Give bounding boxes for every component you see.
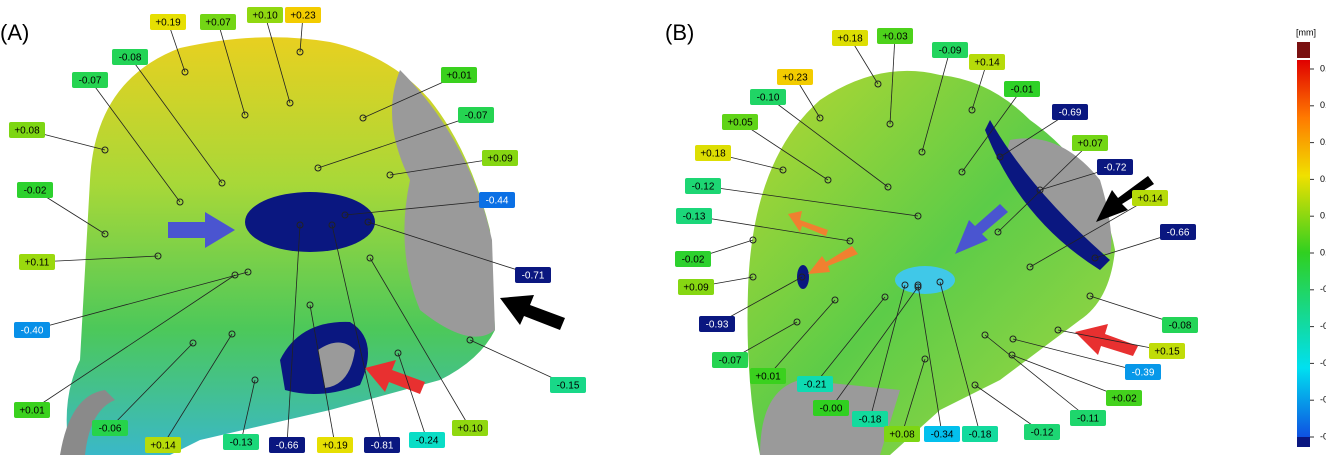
- annotation: -0.02: [24, 186, 47, 197]
- annotation: -0.02: [682, 255, 705, 266]
- colorbar-tick-label: 0.00: [1320, 247, 1326, 257]
- annotation: -0.10: [757, 93, 780, 104]
- annotation: +0.05: [727, 118, 753, 129]
- annotation: -0.24: [416, 436, 439, 447]
- colorbar-tick-label: 0.10: [1320, 211, 1326, 221]
- colorbar-tick-label: -0.10: [1320, 284, 1326, 294]
- annotation: +0.01: [755, 372, 781, 383]
- annotation: -0.07: [719, 356, 742, 367]
- annotation: +0.23: [290, 11, 316, 22]
- annotation: -0.12: [1031, 428, 1054, 439]
- annotation: +0.15: [1154, 347, 1180, 358]
- annotation: +0.01: [19, 406, 45, 417]
- panel-label: (B): [665, 20, 694, 45]
- annotation: -0.15: [557, 381, 580, 392]
- annotation: +0.19: [155, 18, 181, 29]
- annotation: -0.13: [683, 212, 706, 223]
- annotation: -0.21: [804, 380, 827, 391]
- annotation: -0.00: [820, 404, 843, 415]
- annotation: -0.93: [706, 320, 729, 331]
- annotation: +0.08: [14, 126, 40, 137]
- scan-a: [60, 37, 495, 455]
- annotation: +0.07: [1077, 139, 1103, 150]
- colorbar-tick-label: -0.20: [1320, 321, 1326, 331]
- colorbar-tick-label: -0.30: [1320, 358, 1326, 368]
- annotation: -0.44: [486, 196, 509, 207]
- annotation: -0.34: [931, 430, 954, 441]
- annotation: -0.08: [1169, 321, 1192, 332]
- annotation: +0.18: [837, 34, 863, 45]
- page: {"panels": [ {"label": "(A)", "annotatio…: [0, 0, 1326, 455]
- annotation: +0.07: [205, 18, 231, 29]
- scan-b: [748, 71, 1116, 455]
- annotation: -0.08: [119, 53, 142, 64]
- annotation: -0.18: [859, 415, 882, 426]
- annotation: +0.14: [974, 58, 1000, 69]
- annotation: -0.71: [522, 271, 545, 282]
- annotation: -0.11: [1077, 414, 1099, 425]
- colorbar-tick-label: 0.30: [1320, 137, 1326, 147]
- colorbar-tick-label: 0.20: [1320, 174, 1326, 184]
- annotation: +0.02: [1111, 394, 1137, 405]
- annotation: -0.81: [371, 441, 394, 452]
- annotation: +0.18: [700, 149, 726, 160]
- annotation: -0.01: [1011, 85, 1034, 96]
- annotation: -0.09: [939, 46, 962, 57]
- panel-label: (A): [0, 20, 29, 45]
- annotation: +0.10: [252, 11, 278, 22]
- colorbar: [1297, 60, 1310, 445]
- annotation: +0.14: [1137, 194, 1163, 205]
- annotation: +0.01: [446, 71, 472, 82]
- annotation: +0.03: [882, 32, 908, 43]
- colorbar-tick-label: 0.50: [1320, 63, 1326, 73]
- annotation: -0.12: [692, 182, 715, 193]
- annotation: -0.40: [21, 326, 44, 337]
- annotation: +0.09: [683, 283, 709, 294]
- annotation: +0.19: [322, 441, 348, 452]
- annotation: -0.13: [230, 438, 253, 449]
- colorbar-unit: [mm]: [1296, 27, 1316, 37]
- annotation: -0.72: [1104, 163, 1127, 174]
- annotation: -0.07: [465, 111, 488, 122]
- colorbar-under: [1297, 437, 1310, 447]
- annotation: +0.08: [889, 430, 915, 441]
- annotation: +0.23: [782, 73, 808, 84]
- annotation: -0.69: [1059, 108, 1082, 119]
- annotation: -0.18: [969, 430, 992, 441]
- annotation: -0.66: [276, 441, 299, 452]
- annotation: -0.06: [99, 424, 122, 435]
- figure: (A) +0.19 +0.07 +0.10 +0.23 -0.08 -0.07 +0.01 +0…: [0, 0, 1326, 455]
- colorbar-tick-label: 0.40: [1320, 100, 1326, 110]
- colorbar-tick-label: -0.50: [1320, 431, 1326, 441]
- annotation: +0.14: [150, 441, 176, 452]
- annotation: -0.07: [79, 76, 102, 87]
- annotation: -0.39: [1132, 368, 1155, 379]
- annotation: +0.10: [457, 424, 483, 435]
- annotation: +0.09: [487, 154, 513, 165]
- colorbar-tick-label: -0.40: [1320, 395, 1326, 405]
- colorbar-over: [1297, 42, 1310, 58]
- annotation: -0.66: [1167, 228, 1190, 239]
- annotation: +0.11: [25, 258, 50, 269]
